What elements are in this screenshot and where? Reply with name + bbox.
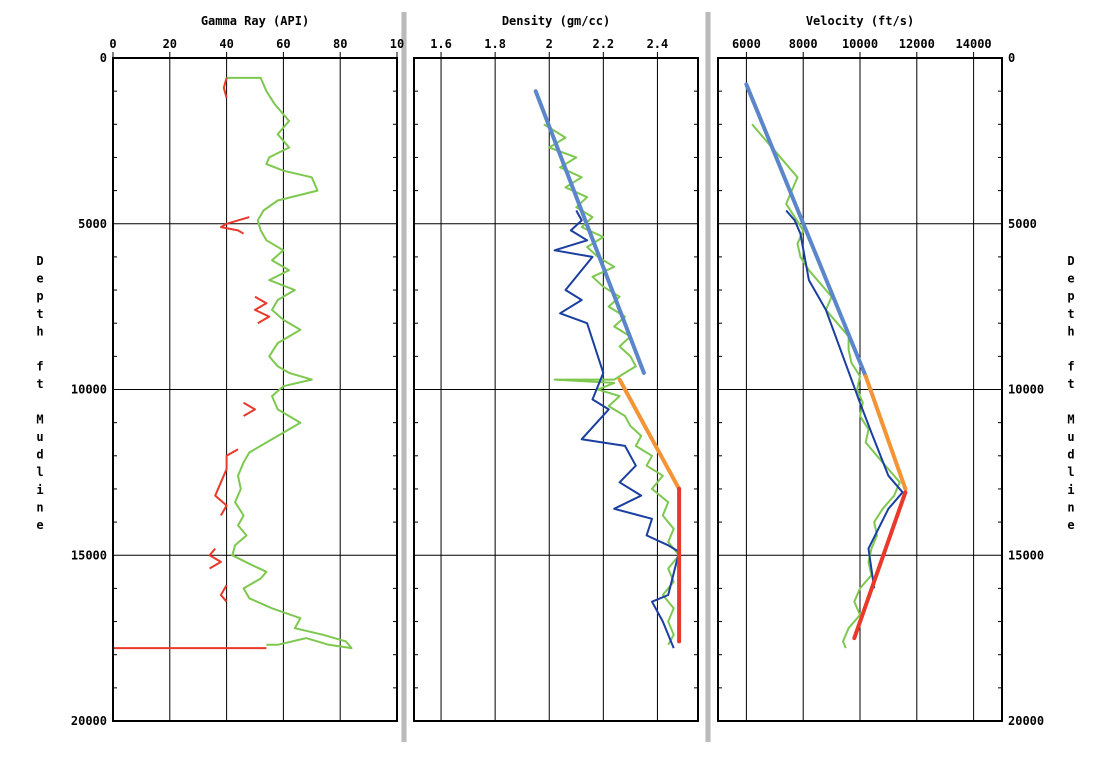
right-depth-tick-label: 10000 <box>1008 383 1044 397</box>
log-curve-2 <box>222 77 228 99</box>
log-curve-5 <box>243 401 256 417</box>
right-axis-letter: n <box>1067 500 1074 514</box>
log-curve-7 <box>208 547 222 570</box>
panel-frame <box>112 57 398 722</box>
right-depth-tick-label: 5000 <box>1008 217 1037 231</box>
trend-line-2 <box>617 377 682 491</box>
x-tick-label: 2.4 <box>647 37 669 51</box>
x-tick-label: 40 <box>219 37 233 51</box>
left-axis-letter: e <box>36 518 43 532</box>
x-tick-label: 20 <box>163 37 177 51</box>
x-tick-label: 1.6 <box>430 37 452 51</box>
x-tick-label: 60 <box>276 37 290 51</box>
right-depth-tick-label: 0 <box>1008 51 1015 65</box>
panel-1: 0 20 40 60 80 10 <box>109 37 404 722</box>
left-axis-letter: n <box>36 500 43 514</box>
x-tick-label: 0 <box>109 37 116 51</box>
left-axis-letter: t <box>36 307 43 321</box>
x-tick-label: 1.8 <box>484 37 506 51</box>
left-depth-tick-label: 10000 <box>71 383 107 397</box>
left-depth-tick-label: 15000 <box>71 548 107 562</box>
right-axis-letter: t <box>1067 377 1074 391</box>
trend-line-1 <box>533 89 646 375</box>
left-axis-letter: M <box>36 412 43 426</box>
log-curve-1 <box>226 76 353 650</box>
right-axis-letter: e <box>1067 518 1074 532</box>
panel-2: 1.6 1.8 2 2.2 2.4 <box>413 37 699 722</box>
right-axis-letter: u <box>1067 430 1074 444</box>
right-axis-letter: h <box>1067 324 1074 338</box>
log-curve-4 <box>254 295 271 325</box>
x-tick-label: 2.2 <box>592 37 614 51</box>
left-axis-letter: i <box>36 483 43 497</box>
left-depth-tick-label: 20000 <box>71 714 107 728</box>
density-title: Density (gm/cc) <box>502 14 610 28</box>
x-tick-label: 6000 <box>732 37 761 51</box>
x-tick-label: 80 <box>333 37 347 51</box>
log-curve-6 <box>214 448 239 516</box>
log-curve-2 <box>785 209 904 589</box>
log-curve-8 <box>219 584 228 603</box>
panels: 0 20 40 60 80 10 1.6 1.8 2 2.2 2.4 6000 8000 10000 120… <box>109 37 1003 722</box>
trend-line-1 <box>744 82 868 379</box>
gamma-ray-title: Gamma Ray (API) <box>201 14 309 28</box>
x-tick-label: 12000 <box>899 37 935 51</box>
left-axis-letter: u <box>36 430 43 444</box>
right-axis-letter: i <box>1067 483 1074 497</box>
left-depth-tick-label: 0 <box>100 51 107 65</box>
right-axis-letter: M <box>1067 412 1074 426</box>
log-curve-1 <box>751 123 901 649</box>
left-axis-letter: p <box>36 289 43 303</box>
x-tick-label: 14000 <box>956 37 992 51</box>
right-axis-letter: f <box>1067 360 1074 374</box>
log-curve-3 <box>219 216 250 235</box>
divider-1 <box>401 12 407 742</box>
left-axis-letter: l <box>36 465 43 479</box>
right-axis-letter: D <box>1067 254 1074 268</box>
right-axis-letter: l <box>1067 465 1074 479</box>
left-axis-letter: h <box>36 324 43 338</box>
panel-frame <box>413 57 699 722</box>
panel-3: 6000 8000 10000 12000 14000 <box>717 37 1003 722</box>
panel-frame <box>717 57 1003 722</box>
left-axis-letter: d <box>36 448 43 462</box>
left-axis-letter: D <box>36 254 43 268</box>
log-curve-1 <box>543 123 681 646</box>
velocity-title: Velocity (ft/s) <box>806 14 914 28</box>
right-axis-letter: p <box>1067 289 1074 303</box>
right-depth-tick-label: 20000 <box>1008 714 1044 728</box>
x-tick-label: 10 <box>390 37 404 51</box>
trend-line-3 <box>852 490 908 641</box>
left-depth-tick-label: 5000 <box>78 217 107 231</box>
left-axis-letter: e <box>36 272 43 286</box>
divider-2 <box>705 12 711 742</box>
right-axis-letter: t <box>1067 307 1074 321</box>
right-depth-tick-label: 15000 <box>1008 548 1044 562</box>
x-tick-label: 10000 <box>842 37 878 51</box>
right-axis-letter: e <box>1067 272 1074 286</box>
panel-dividers <box>401 12 711 742</box>
left-axis-letter: t <box>36 377 43 391</box>
right-axis-letter: d <box>1067 448 1074 462</box>
x-tick-label: 8000 <box>789 37 818 51</box>
log-curve-2 <box>553 210 681 649</box>
x-tick-label: 2 <box>546 37 553 51</box>
left-axis-letter: f <box>36 360 43 374</box>
trend-line-2 <box>863 374 908 491</box>
